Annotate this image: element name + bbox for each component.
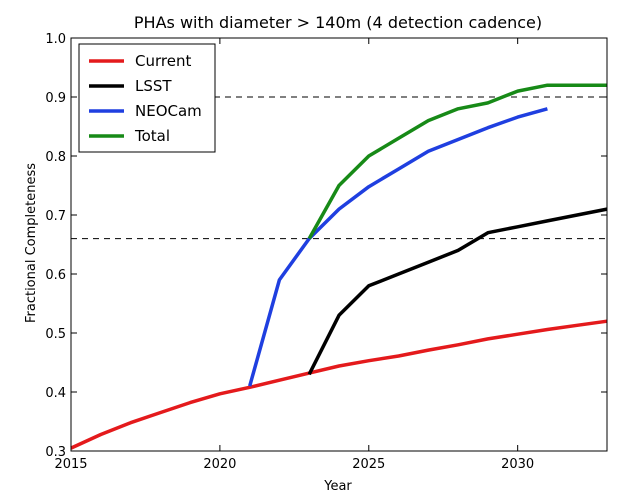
legend-label-current: Current [135,52,191,70]
legend: Current LSST NEOCam Total [78,43,216,153]
x-axis-label: Year [323,479,352,494]
y-tick-label: 0.5 [45,327,66,342]
legend-label-neocam: NEOCam [135,102,202,120]
y-tick-label: 0.4 [45,386,66,401]
x-tick-label: 2015 [54,457,87,472]
series-line-total [307,83,607,240]
series-line-current [70,319,608,450]
x-axis-ticks: 2015 2020 2025 2030 [54,38,534,472]
series-lines [70,83,608,450]
plot-area-frame [70,37,608,452]
chart-title: PHAs with diameter > 140m (4 detection c… [134,13,542,32]
y-tick-label: 0.9 [45,91,66,106]
legend-label-total: Total [134,127,170,145]
y-tick-label: 0.8 [45,150,66,165]
series-line-lsst [307,207,608,376]
y-axis-ticks: 0.3 0.4 0.5 0.6 0.7 0.8 0.9 1.0 [45,32,607,460]
legend-label-lsst: LSST [135,77,172,95]
y-tick-label: 0.6 [45,268,66,283]
x-tick-label: 2020 [203,457,236,472]
y-tick-label: 1.0 [45,32,66,47]
y-tick-label: 0.3 [45,445,66,460]
series-line-neocam [248,107,548,387]
y-axis-label: Fractional Completeness [24,163,39,323]
x-tick-label: 2030 [501,457,534,472]
y-tick-label: 0.7 [45,209,66,224]
x-tick-label: 2025 [352,457,385,472]
